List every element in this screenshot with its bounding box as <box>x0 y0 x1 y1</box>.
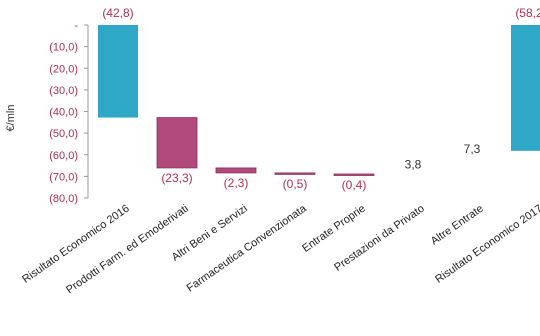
bar-2 <box>156 117 198 169</box>
data-labels: (42,8) (23,3) (2,3) (0,5) (0,4) 3,8 7,3 (58,2) <box>102 6 540 192</box>
bar-5 <box>333 173 375 176</box>
y-tick-label: (70,0) <box>49 171 78 183</box>
category-label-7: Altre Entrate <box>429 203 486 248</box>
y-axis: - (10,0) (20,0) (30,0) (40,0) (50,0) (60,0) (70… <box>49 20 89 205</box>
y-tick-label: (80,0) <box>49 193 78 205</box>
bar-1 <box>98 25 138 118</box>
data-label-4: (0,5) <box>283 177 308 191</box>
data-label-8: (58,2) <box>515 6 540 20</box>
y-axis-label: €/mln <box>5 105 17 132</box>
bar-3 <box>215 167 257 174</box>
y-tick-label: (60,0) <box>49 150 78 162</box>
category-label-2: Prodotti Farm. ed Emoderivati <box>64 203 191 297</box>
y-tick-label: - <box>74 20 78 32</box>
data-label-5: (0,4) <box>342 178 367 192</box>
data-label-3: (2,3) <box>224 176 249 190</box>
category-label-1: Risultato Economico 2016 <box>20 203 132 286</box>
bar-4 <box>274 172 316 175</box>
y-tick-label: (30,0) <box>49 85 78 97</box>
data-label-2: (23,3) <box>161 171 192 185</box>
bar-8 <box>511 25 540 151</box>
data-label-7: 7,3 <box>464 142 481 156</box>
bar-6 <box>393 166 433 175</box>
bars <box>98 25 540 176</box>
y-tick-label: (10,0) <box>49 42 78 54</box>
y-tick-label: (20,0) <box>49 63 78 75</box>
y-tick-label: (40,0) <box>49 107 78 119</box>
data-label-1: (42,8) <box>102 6 133 20</box>
category-label-4: Farmaceutica Convenzionata <box>185 202 310 294</box>
category-label-8: Risultato Economico 2017 <box>433 203 540 286</box>
y-tick-label: (50,0) <box>49 128 78 140</box>
bar-7 <box>452 150 492 167</box>
data-label-6: 3,8 <box>405 158 422 172</box>
